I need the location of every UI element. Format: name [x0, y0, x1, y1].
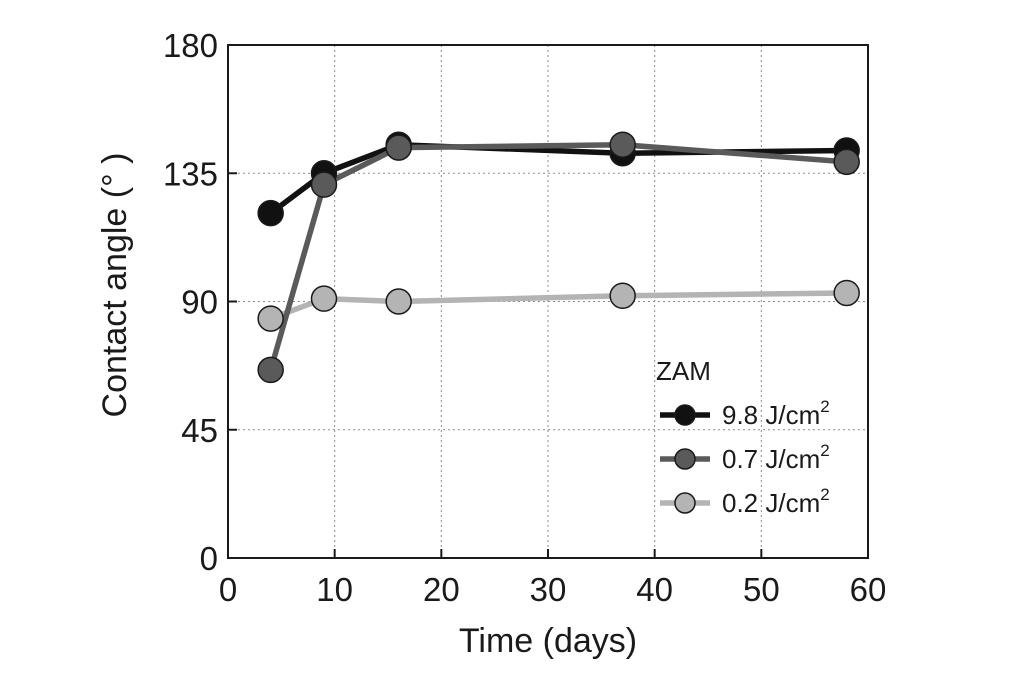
x-tick-label: 40	[636, 571, 673, 608]
data-point	[310, 171, 338, 198]
y-tick-label: 180	[163, 27, 218, 64]
legend-marker	[674, 492, 696, 514]
legend-label: 0.2 J/cm2	[722, 485, 830, 518]
legend-title: ZAM	[656, 356, 711, 386]
y-axis-title: Contact angle (° )	[96, 153, 134, 418]
series-line	[267, 290, 850, 322]
data-point	[385, 134, 412, 161]
data-point	[833, 279, 860, 307]
axis-ticks: 0 10 20 30 40 50 60 0 45 90 135 180	[163, 27, 886, 608]
data-point	[609, 282, 636, 310]
legend-marker	[674, 404, 696, 426]
data-point	[257, 305, 284, 332]
x-axis-title: Time (days)	[459, 622, 637, 660]
x-tick-label: 20	[423, 571, 460, 608]
x-tick-label: 30	[530, 571, 567, 608]
legend: ZAM 9.8 J/cm2 0.7 J/cm2 0.2 J/cm2	[656, 356, 830, 518]
x-tick-label: 60	[850, 571, 887, 608]
legend-marker	[674, 448, 696, 470]
legend-label-superscript: 2	[820, 397, 829, 416]
x-tick-label: 50	[743, 571, 780, 608]
data-point	[385, 288, 412, 315]
series-layer	[257, 131, 860, 384]
y-tick-label: 0	[200, 540, 218, 577]
data-point	[257, 199, 284, 227]
x-tick-label: 10	[316, 571, 353, 608]
y-tick-label: 45	[181, 412, 218, 449]
data-point	[310, 285, 338, 312]
y-tick-label: 135	[163, 155, 218, 192]
data-point	[833, 148, 860, 176]
data-point	[257, 356, 284, 384]
x-tick-label: 0	[219, 571, 237, 608]
series-line	[267, 142, 850, 373]
y-tick-label: 90	[181, 284, 218, 321]
legend-label: 9.8 J/cm2	[722, 397, 830, 430]
data-point	[609, 131, 636, 158]
legend-label: 0.7 J/cm2	[722, 441, 830, 474]
legend-label-superscript: 2	[820, 485, 829, 504]
legend-label-superscript: 2	[820, 441, 829, 460]
